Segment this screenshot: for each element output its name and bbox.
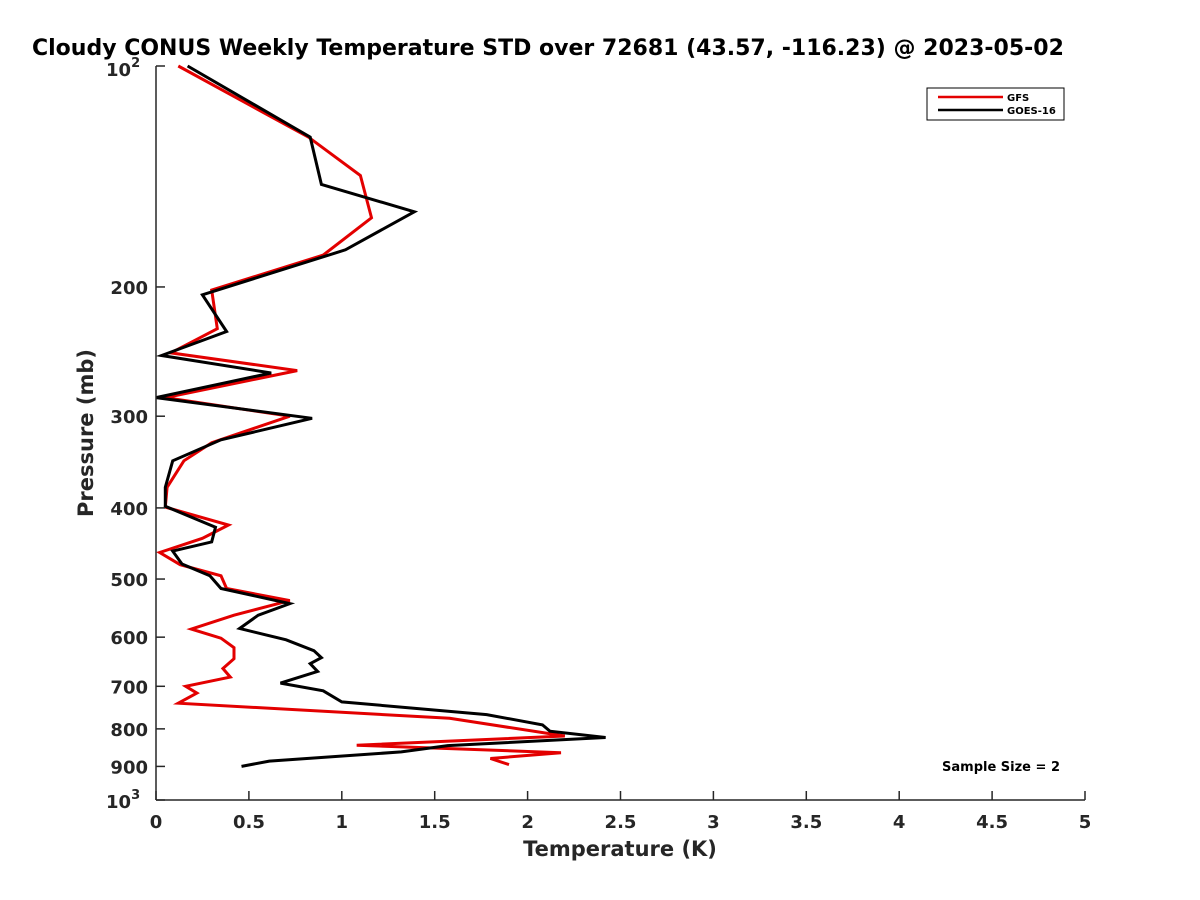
y-tick-top-base: 10 bbox=[106, 60, 131, 81]
y-tick-top: 102 bbox=[106, 56, 140, 81]
x-tick-label: 2 bbox=[521, 812, 534, 833]
x-tick-label: 4 bbox=[893, 812, 906, 833]
y-tick-label: 600 bbox=[110, 628, 148, 649]
y-tick-label: 400 bbox=[110, 499, 148, 520]
y-tick-bottom-base: 10 bbox=[106, 792, 131, 813]
sample-size-annotation: Sample Size = 2 bbox=[942, 760, 1060, 775]
y-tick-bottom-exp: 3 bbox=[131, 788, 140, 803]
y-tick-top-exp: 2 bbox=[131, 56, 140, 71]
y-tick-label: 200 bbox=[110, 278, 148, 299]
x-tick-label: 1.5 bbox=[419, 812, 451, 833]
x-axis-label: Temperature (K) bbox=[523, 837, 717, 861]
y-tick-label: 800 bbox=[110, 720, 148, 741]
x-tick-label: 2.5 bbox=[605, 812, 637, 833]
x-ticks: 0 0.5 1 1.5 2 2.5 3 3.5 4 4.5 5 bbox=[150, 791, 1092, 833]
chart-title: Cloudy CONUS Weekly Temperature STD over… bbox=[32, 36, 1064, 61]
x-tick-label: 5 bbox=[1079, 812, 1092, 833]
legend-label-gfs: GFS bbox=[1007, 93, 1029, 104]
y-ticks: 200 300 400 500 600 700 800 900 bbox=[110, 65, 165, 801]
x-tick-label: 0 bbox=[150, 812, 163, 833]
legend-box bbox=[926, 87, 1065, 121]
x-tick-label: 4.5 bbox=[976, 812, 1008, 833]
x-tick-label: 0.5 bbox=[233, 812, 265, 833]
y-tick-label: 700 bbox=[110, 677, 148, 698]
legend-label-goes16: GOES-16 bbox=[1007, 106, 1056, 117]
x-tick-label: 1 bbox=[336, 812, 349, 833]
x-tick-label: 3.5 bbox=[790, 812, 822, 833]
y-axis-label: Pressure (mb) bbox=[74, 349, 98, 517]
series-line-goes16 bbox=[155, 64, 606, 768]
y-tick-label: 900 bbox=[110, 757, 148, 778]
y-tick-label: 500 bbox=[110, 570, 148, 591]
legend: GFS GOES-16 bbox=[926, 87, 1065, 121]
y-tick-bottom: 103 bbox=[106, 788, 140, 813]
x-tick-label: 3 bbox=[707, 812, 720, 833]
y-tick-label: 300 bbox=[110, 407, 148, 428]
plot-area bbox=[156, 66, 1085, 800]
series-layer bbox=[155, 64, 606, 768]
